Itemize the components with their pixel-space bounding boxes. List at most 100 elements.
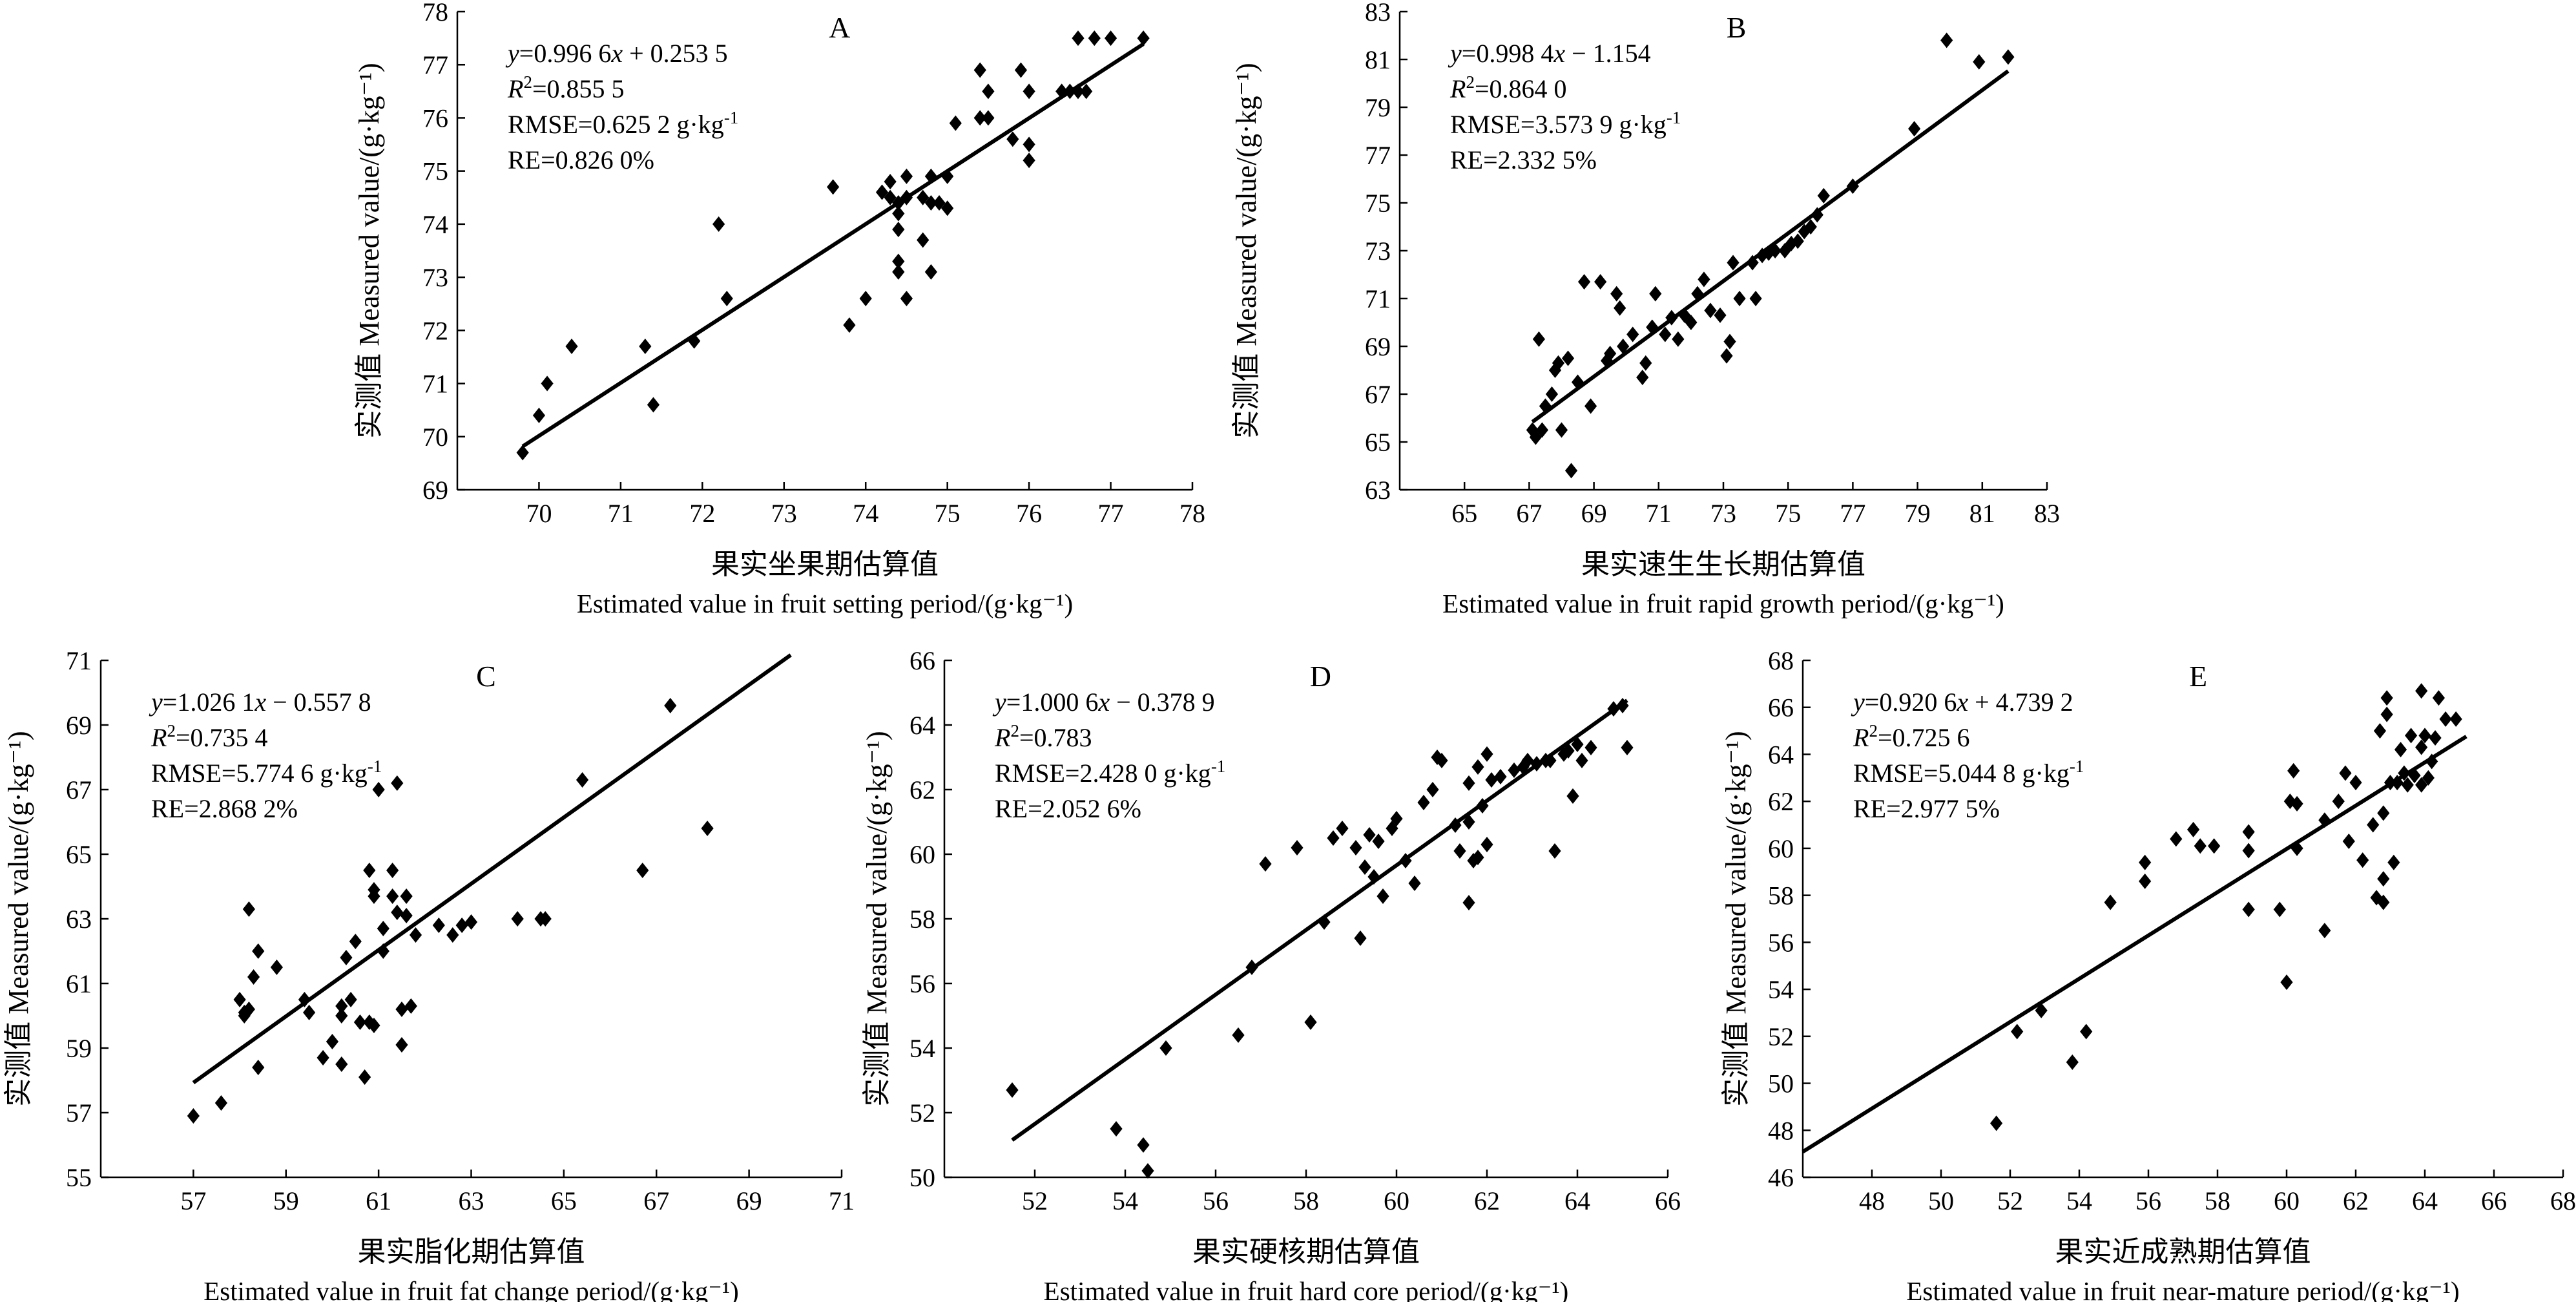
data-point [1449, 817, 1462, 833]
data-point [1023, 83, 1035, 100]
x-tick-label: 69 [736, 1186, 762, 1215]
x-tick-label: 60 [1384, 1186, 1409, 1215]
data-point [1616, 698, 1629, 713]
x-axis-label-en: Estimated value in fruit rapid growth pe… [1442, 589, 2004, 618]
data-point [247, 969, 260, 985]
data-point [1548, 843, 1561, 859]
data-point [2432, 690, 2445, 706]
data-point [1723, 333, 1736, 350]
data-point [1088, 30, 1101, 47]
y-tick-label: 46 [1768, 1163, 1794, 1192]
x-tick-label: 61 [366, 1186, 391, 1215]
data-point [1349, 840, 1362, 856]
data-point [1545, 386, 1559, 402]
x-tick-label: 74 [853, 499, 878, 528]
x-tick-label: 52 [1022, 1186, 1048, 1215]
data-point [884, 174, 897, 190]
annotation-rmse: RMSE=2.428 0 g·kg-1 [995, 757, 1225, 788]
data-point [1539, 398, 1552, 414]
data-point [900, 189, 913, 205]
regression-line [1802, 735, 2467, 1154]
data-point [1055, 83, 1068, 100]
y-tick-label: 75 [422, 157, 448, 186]
data-point [404, 998, 417, 1014]
data-point [372, 782, 385, 797]
y-tick-label: 65 [66, 840, 92, 869]
x-axis-label-cn: 果实脂化期估算值 [358, 1236, 585, 1268]
data-point [409, 927, 422, 943]
panel-E: E 实测值 Measured value/(g·kg⁻¹) 果实近成熟期估算值 … [1720, 646, 2576, 1302]
data-point [391, 905, 404, 920]
data-point [2080, 1024, 2093, 1040]
x-tick-label: 59 [273, 1186, 299, 1215]
data-point [892, 195, 905, 211]
y-tick-label: 69 [422, 476, 448, 505]
annotation-re: RE=2.332 5% [1450, 145, 1597, 174]
y-tick-label: 52 [1768, 1022, 1794, 1051]
x-tick-label: 83 [2034, 499, 2060, 528]
data-point [2290, 795, 2303, 812]
data-point [1562, 743, 1575, 759]
y-tick-label: 63 [1365, 476, 1391, 505]
data-point [1462, 775, 1475, 791]
data-point [1104, 30, 1117, 47]
annotation-rmse: RMSE=0.625 2 g·kg-1 [508, 108, 738, 139]
x-tick-label: 50 [1928, 1186, 1954, 1215]
data-point [2066, 1054, 2079, 1070]
data-point [576, 772, 589, 788]
data-point [1318, 914, 1331, 930]
data-point [859, 291, 872, 306]
data-point [1426, 782, 1439, 797]
data-point [1480, 746, 1493, 762]
data-point [1336, 821, 1349, 836]
x-tick-label: 79 [1905, 499, 1931, 528]
y-tick-label: 72 [422, 316, 448, 345]
y-tick-label: 66 [1768, 693, 1794, 722]
data-point [1532, 331, 1546, 347]
data-point [720, 291, 733, 306]
data-point [2391, 775, 2404, 791]
data-point [2290, 840, 2303, 856]
panel-C: C 实测值 Measured value/(g·kg⁻¹) 果实脂化期估算值 E… [3, 646, 855, 1302]
data-point [1607, 701, 1620, 717]
x-tick-label: 54 [2066, 1186, 2092, 1215]
data-point [639, 339, 652, 354]
data-point [1072, 83, 1085, 100]
annotation-r2: R2=0.864 0 [1449, 72, 1567, 103]
y-tick-label: 63 [66, 905, 92, 934]
y-axis-label: 实测值 Measured value/(g·kg⁻¹) [1231, 63, 1262, 438]
regression-line [521, 42, 1145, 448]
data-point [2398, 765, 2411, 781]
x-tick-label: 72 [689, 499, 715, 528]
data-point [2318, 923, 2331, 939]
data-point [2242, 824, 2255, 840]
data-point [973, 62, 986, 78]
data-point [214, 1095, 227, 1111]
data-point [941, 168, 954, 184]
data-point [892, 222, 905, 238]
data-point [1453, 843, 1466, 859]
x-tick-label: 69 [1581, 499, 1607, 528]
x-axis-label-en: Estimated value in fruit hard core perio… [1044, 1276, 1569, 1302]
y-tick-label: 71 [1365, 284, 1391, 313]
regression-line [192, 653, 792, 1084]
y-axis-label: 实测值 Measured value/(g·kg⁻¹) [861, 731, 893, 1106]
data-point [1159, 1040, 1172, 1056]
data-point [377, 943, 390, 959]
data-point [900, 168, 913, 184]
x-tick-label: 56 [1203, 1186, 1229, 1215]
x-tick-label: 71 [1646, 499, 1672, 528]
y-tick-label: 77 [1365, 141, 1391, 170]
data-point [1141, 1163, 1154, 1179]
data-point [358, 1069, 371, 1085]
data-point [1571, 737, 1584, 752]
annotation-re: RE=2.868 2% [151, 794, 298, 823]
data-point [1564, 463, 1578, 479]
data-point [917, 232, 930, 248]
y-tick-label: 55 [66, 1163, 92, 1192]
data-point [1621, 740, 1634, 755]
data-point [1577, 274, 1591, 290]
data-point [1063, 83, 1076, 100]
y-tick-label: 78 [422, 0, 448, 26]
data-point [2339, 765, 2352, 781]
